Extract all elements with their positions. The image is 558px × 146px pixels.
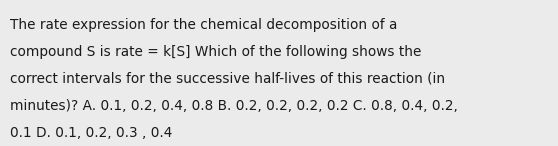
Text: minutes)? A. 0.1, 0.2, 0.4, 0.8 B. 0.2, 0.2, 0.2, 0.2 C. 0.8, 0.4, 0.2,: minutes)? A. 0.1, 0.2, 0.4, 0.8 B. 0.2, … [10, 99, 458, 113]
Text: 0.1 D. 0.1, 0.2, 0.3 , 0.4: 0.1 D. 0.1, 0.2, 0.3 , 0.4 [10, 126, 172, 140]
Text: compound S is rate = k[S] Which of the following shows the: compound S is rate = k[S] Which of the f… [10, 45, 421, 59]
Text: correct intervals for the successive half-lives of this reaction (in: correct intervals for the successive hal… [10, 72, 445, 86]
Text: The rate expression for the chemical decomposition of a: The rate expression for the chemical dec… [10, 18, 397, 32]
